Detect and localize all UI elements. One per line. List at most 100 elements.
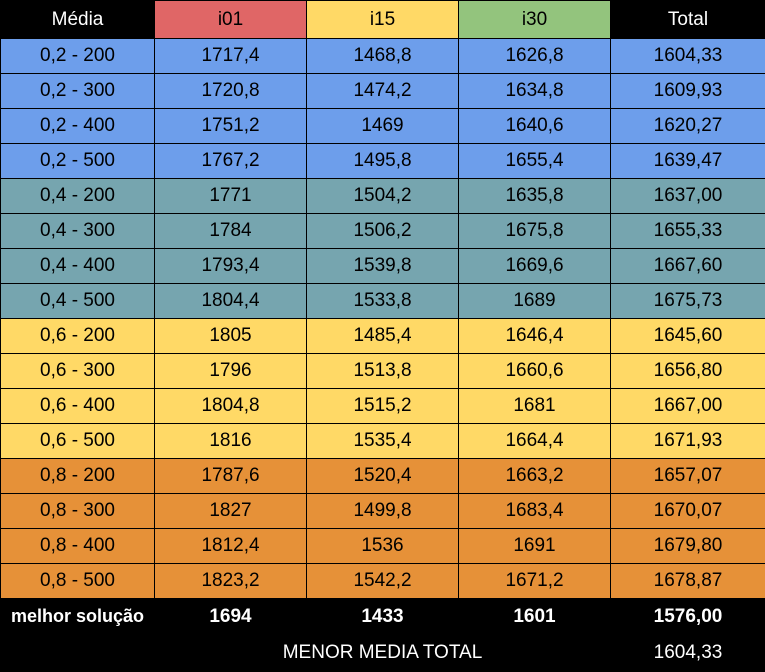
cell-total: 1620,27 xyxy=(610,108,765,144)
cell-i01: 1787,6 xyxy=(154,458,307,494)
table-row: 0,8 - 200 1787,6 1520,4 1663,2 1657,07 xyxy=(0,458,765,494)
table-row: 0,8 - 300 1827 1499,8 1683,4 1670,07 xyxy=(0,493,765,529)
table-row: 0,4 - 500 1804,4 1533,8 1689 1675,73 xyxy=(0,283,765,319)
header-total: Total xyxy=(610,0,765,39)
table-row: 0,2 - 300 1720,8 1474,2 1634,8 1609,93 xyxy=(0,73,765,109)
best-solution-row: melhor solução 1694 1433 1601 1576,00 xyxy=(0,598,765,635)
menor-media-value: 1604,33 xyxy=(610,634,765,671)
cell-total: 1675,73 xyxy=(610,283,765,319)
cell-i30: 1664,4 xyxy=(458,423,611,459)
row-label: 0,6 - 200 xyxy=(0,318,155,354)
row-label: 0,6 - 400 xyxy=(0,388,155,424)
table-row: 0,4 - 200 1771 1504,2 1635,8 1637,00 xyxy=(0,178,765,214)
cell-i30: 1635,8 xyxy=(458,178,611,214)
best-total: 1576,00 xyxy=(610,598,765,635)
cell-i15: 1520,4 xyxy=(306,458,459,494)
table-row: 0,6 - 400 1804,8 1515,2 1681 1667,00 xyxy=(0,388,765,424)
cell-i15: 1495,8 xyxy=(306,143,459,179)
cell-i30: 1663,2 xyxy=(458,458,611,494)
cell-i30: 1671,2 xyxy=(458,563,611,599)
cell-total: 1656,80 xyxy=(610,353,765,389)
cell-i01: 1816 xyxy=(154,423,307,459)
table-row: 0,6 - 200 1805 1485,4 1646,4 1645,60 xyxy=(0,318,765,354)
table-row: 0,4 - 400 1793,4 1539,8 1669,6 1667,60 xyxy=(0,248,765,284)
empty-cell xyxy=(0,634,155,671)
cell-i15: 1539,8 xyxy=(306,248,459,284)
row-label: 0,8 - 500 xyxy=(0,563,155,599)
cell-i15: 1485,4 xyxy=(306,318,459,354)
cell-i01: 1771 xyxy=(154,178,307,214)
row-label: 0,4 - 500 xyxy=(0,283,155,319)
row-label: 0,6 - 500 xyxy=(0,423,155,459)
row-label: 0,4 - 200 xyxy=(0,178,155,214)
cell-i01: 1823,2 xyxy=(154,563,307,599)
cell-total: 1670,07 xyxy=(610,493,765,529)
cell-total: 1671,93 xyxy=(610,423,765,459)
cell-total: 1645,60 xyxy=(610,318,765,354)
cell-total: 1657,07 xyxy=(610,458,765,494)
table-row: 0,2 - 500 1767,2 1495,8 1655,4 1639,47 xyxy=(0,143,765,179)
menor-media-row: MENOR MEDIA TOTAL 1604,33 xyxy=(0,634,765,671)
table-row: 0,2 - 200 1717,4 1468,8 1626,8 1604,33 xyxy=(0,38,765,74)
table-body: 0,2 - 200 1717,4 1468,8 1626,8 1604,33 0,2 - … xyxy=(0,38,765,599)
row-label: 0,2 - 300 xyxy=(0,73,155,109)
cell-total: 1667,60 xyxy=(610,248,765,284)
cell-i01: 1793,4 xyxy=(154,248,307,284)
cell-i01: 1804,8 xyxy=(154,388,307,424)
cell-i30: 1681 xyxy=(458,388,611,424)
cell-i30: 1683,4 xyxy=(458,493,611,529)
cell-i30: 1655,4 xyxy=(458,143,611,179)
table-row: 0,8 - 500 1823,2 1542,2 1671,2 1678,87 xyxy=(0,563,765,599)
cell-i30: 1669,6 xyxy=(458,248,611,284)
table-row: 0,6 - 300 1796 1513,8 1660,6 1656,80 xyxy=(0,353,765,389)
cell-total: 1655,33 xyxy=(610,213,765,249)
table-row: 0,6 - 500 1816 1535,4 1664,4 1671,93 xyxy=(0,423,765,459)
header-i15: i15 xyxy=(306,0,459,39)
cell-i15: 1469 xyxy=(306,108,459,144)
cell-i30: 1640,6 xyxy=(458,108,611,144)
table-row: 0,2 - 400 1751,2 1469 1640,6 1620,27 xyxy=(0,108,765,144)
cell-i30: 1646,4 xyxy=(458,318,611,354)
cell-total: 1679,80 xyxy=(610,528,765,564)
cell-i15: 1513,8 xyxy=(306,353,459,389)
table-row: 0,8 - 400 1812,4 1536 1691 1679,80 xyxy=(0,528,765,564)
header-row: Média i01 i15 i30 Total xyxy=(0,0,765,39)
row-label: 0,8 - 200 xyxy=(0,458,155,494)
cell-i01: 1751,2 xyxy=(154,108,307,144)
cell-total: 1609,93 xyxy=(610,73,765,109)
row-label: 0,2 - 200 xyxy=(0,38,155,74)
cell-i01: 1767,2 xyxy=(154,143,307,179)
row-label: 0,6 - 300 xyxy=(0,353,155,389)
cell-total: 1637,00 xyxy=(610,178,765,214)
best-i15: 1433 xyxy=(306,598,459,635)
row-label: 0,2 - 400 xyxy=(0,108,155,144)
cell-i15: 1536 xyxy=(306,528,459,564)
cell-i15: 1515,2 xyxy=(306,388,459,424)
header-media: Média xyxy=(0,0,155,39)
cell-i01: 1720,8 xyxy=(154,73,307,109)
cell-i15: 1535,4 xyxy=(306,423,459,459)
row-label: 0,8 - 400 xyxy=(0,528,155,564)
row-label: 0,4 - 300 xyxy=(0,213,155,249)
cell-i15: 1474,2 xyxy=(306,73,459,109)
row-label: 0,2 - 500 xyxy=(0,143,155,179)
cell-i01: 1804,4 xyxy=(154,283,307,319)
cell-i01: 1717,4 xyxy=(154,38,307,74)
cell-i15: 1506,2 xyxy=(306,213,459,249)
row-label: 0,4 - 400 xyxy=(0,248,155,284)
header-i30: i30 xyxy=(458,0,611,39)
row-label: 0,8 - 300 xyxy=(0,493,155,529)
cell-i15: 1542,2 xyxy=(306,563,459,599)
cell-i30: 1660,6 xyxy=(458,353,611,389)
cell-i30: 1689 xyxy=(458,283,611,319)
cell-i01: 1812,4 xyxy=(154,528,307,564)
cell-i01: 1796 xyxy=(154,353,307,389)
cell-i15: 1533,8 xyxy=(306,283,459,319)
cell-i30: 1691 xyxy=(458,528,611,564)
best-solution-label: melhor solução xyxy=(0,598,155,635)
table-row: 0,4 - 300 1784 1506,2 1675,8 1655,33 xyxy=(0,213,765,249)
cell-total: 1639,47 xyxy=(610,143,765,179)
cell-i15: 1504,2 xyxy=(306,178,459,214)
menor-media-label: MENOR MEDIA TOTAL xyxy=(154,634,611,671)
